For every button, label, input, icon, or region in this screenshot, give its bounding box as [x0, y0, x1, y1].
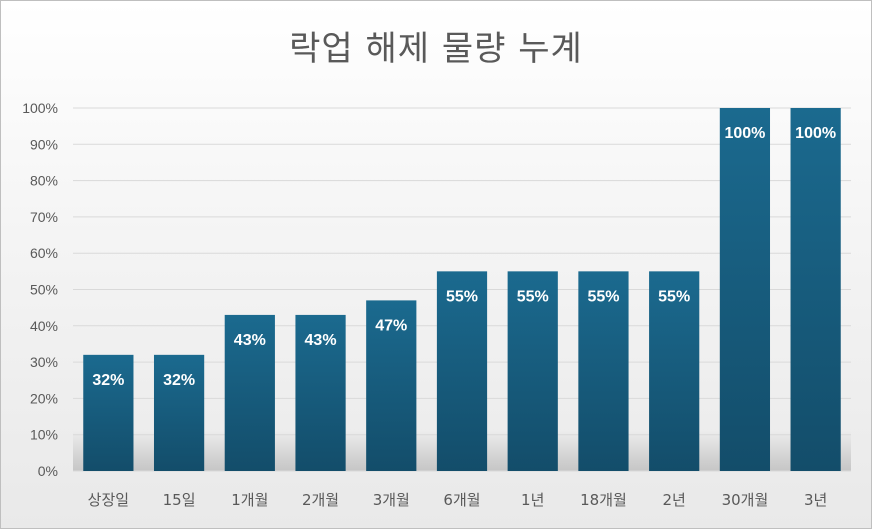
bar	[366, 300, 417, 471]
x-tick-label: 1개월	[231, 491, 268, 509]
y-tick-label: 0%	[38, 463, 58, 479]
chart-title: 락업 해제 물량 누계	[289, 29, 583, 69]
x-tick-label: 상장일	[88, 491, 129, 509]
bar	[436, 271, 488, 471]
y-tick-label: 90%	[30, 136, 58, 152]
y-tick-label: 10%	[30, 427, 58, 443]
bar	[578, 271, 629, 471]
y-tick-label: 40%	[30, 318, 58, 334]
y-tick-label: 80%	[30, 173, 58, 189]
x-tick-label: 1년	[521, 491, 544, 509]
x-tick-label: 3년	[804, 491, 827, 509]
y-tick-label: 20%	[30, 390, 58, 406]
x-tick-label: 3개월	[373, 491, 410, 509]
x-tick-label: 18개월	[580, 491, 627, 509]
bar	[507, 271, 558, 471]
bar	[83, 354, 134, 471]
x-axis-ticks: 상장일 15일 1개월 2개월 3개월 6개월 1년 18개월 2년 30개월 3년	[88, 491, 828, 509]
data-label: 32%	[92, 372, 124, 389]
bar	[790, 108, 841, 471]
bar	[295, 314, 346, 471]
bar	[719, 108, 771, 471]
y-tick-label: 70%	[30, 209, 58, 225]
x-tick-label: 6개월	[443, 491, 480, 509]
y-tick-label: 50%	[30, 282, 58, 298]
data-label: 100%	[724, 125, 765, 142]
data-label: 55%	[658, 288, 690, 305]
bar	[153, 354, 205, 471]
data-label: 43%	[305, 332, 337, 349]
x-tick-label: 2개월	[302, 491, 339, 509]
data-label: 32%	[163, 372, 195, 389]
x-tick-label: 2년	[663, 491, 686, 509]
x-tick-label: 15일	[163, 491, 196, 509]
x-tick-label: 30개월	[722, 491, 769, 509]
data-label: 43%	[234, 332, 266, 349]
data-label: 55%	[446, 288, 478, 305]
y-tick-label: 100%	[22, 100, 58, 116]
bar	[649, 271, 700, 471]
data-labels: 32% 32% 43% 43% 47% 55% 55% 55% 55% 100% 100%	[92, 125, 836, 389]
bar	[224, 314, 275, 471]
y-axis-ticks: 0% 10% 20% 30% 40% 50% 60% 70% 80% 90% 100%	[22, 100, 58, 479]
data-label: 55%	[587, 288, 619, 305]
data-label: 55%	[517, 288, 549, 305]
bars	[83, 108, 841, 471]
y-tick-label: 30%	[30, 354, 58, 370]
data-label: 100%	[795, 125, 836, 142]
y-tick-label: 60%	[30, 245, 58, 261]
data-label: 47%	[375, 317, 407, 334]
